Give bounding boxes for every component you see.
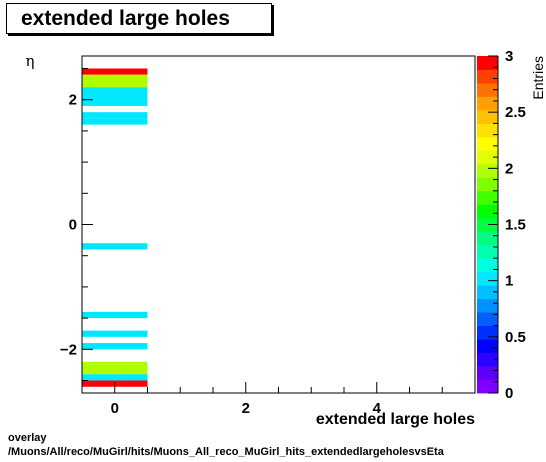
title-box: extended large holes — [6, 3, 272, 34]
color-scale-bin — [477, 352, 498, 367]
color-scale-bin — [477, 231, 498, 246]
color-scale-bin — [477, 271, 498, 286]
heatmap-cell — [82, 374, 148, 381]
color-scale-bin — [477, 96, 498, 111]
color-scale-label: 2 — [505, 160, 513, 177]
heatmap-cell — [82, 243, 148, 250]
color-scale-bin — [477, 217, 498, 232]
color-scale-label: 1.5 — [505, 217, 526, 234]
color-scale-bin — [477, 339, 498, 353]
color-scale-bin — [477, 177, 498, 192]
heatmap-cell — [82, 87, 148, 94]
color-scale-bin — [477, 258, 498, 273]
color-scale-bin — [477, 150, 498, 165]
x-axis-label: extended large holes — [316, 411, 475, 428]
color-scale-bin — [477, 366, 498, 380]
y-tick-label: −2 — [60, 341, 77, 358]
plot-area — [82, 56, 475, 393]
color-scale-bin — [477, 82, 498, 97]
color-scale-label: 2.5 — [505, 104, 526, 121]
color-scale-bin — [477, 69, 498, 84]
x-tick-label: 2 — [242, 400, 250, 417]
color-scale-bin — [477, 109, 498, 124]
heatmap-cell — [82, 311, 148, 319]
heatmap-cell — [82, 118, 148, 125]
footer-line-2: /Muons/All/reco/MuGirl/hits/Muons_All_re… — [8, 446, 444, 458]
heatmap-cell — [82, 112, 148, 119]
color-scale-bin — [477, 285, 498, 300]
x-tick-label: 4 — [373, 400, 382, 417]
color-scale-bin — [477, 136, 498, 151]
color-scale-bin — [477, 163, 498, 178]
y-tick-label: 0 — [69, 217, 77, 234]
y-tick-label: 2 — [69, 92, 77, 109]
color-scale-title: Entries — [530, 56, 546, 100]
heatmap-cell — [82, 74, 148, 88]
color-scale-bin — [477, 123, 498, 138]
y-axis-label: η — [26, 52, 35, 70]
color-scale-bin — [477, 244, 498, 259]
x-tick-label: 0 — [111, 400, 119, 417]
color-scale-label: 0.5 — [505, 329, 526, 346]
color-scale-bin — [477, 204, 498, 219]
color-scale-label: 0 — [505, 385, 513, 402]
color-scale-bin — [477, 56, 498, 70]
color-scale-label: 1 — [505, 273, 513, 290]
heatmap-cell — [82, 361, 148, 375]
color-scale-bin — [477, 190, 498, 205]
color-scale-bin — [477, 379, 498, 394]
color-scale-label: 3 — [505, 48, 513, 65]
color-scale-bin — [477, 298, 498, 313]
heatmap-cell — [82, 343, 148, 350]
chart-title: extended large holes — [21, 7, 230, 30]
heatmap-cell — [82, 330, 148, 337]
footer-line-1: overlay — [8, 432, 47, 444]
color-scale-bin — [477, 312, 498, 326]
heatmap-cell — [82, 93, 148, 106]
color-scale-bin — [477, 325, 498, 340]
heatmap-cell — [82, 68, 148, 75]
